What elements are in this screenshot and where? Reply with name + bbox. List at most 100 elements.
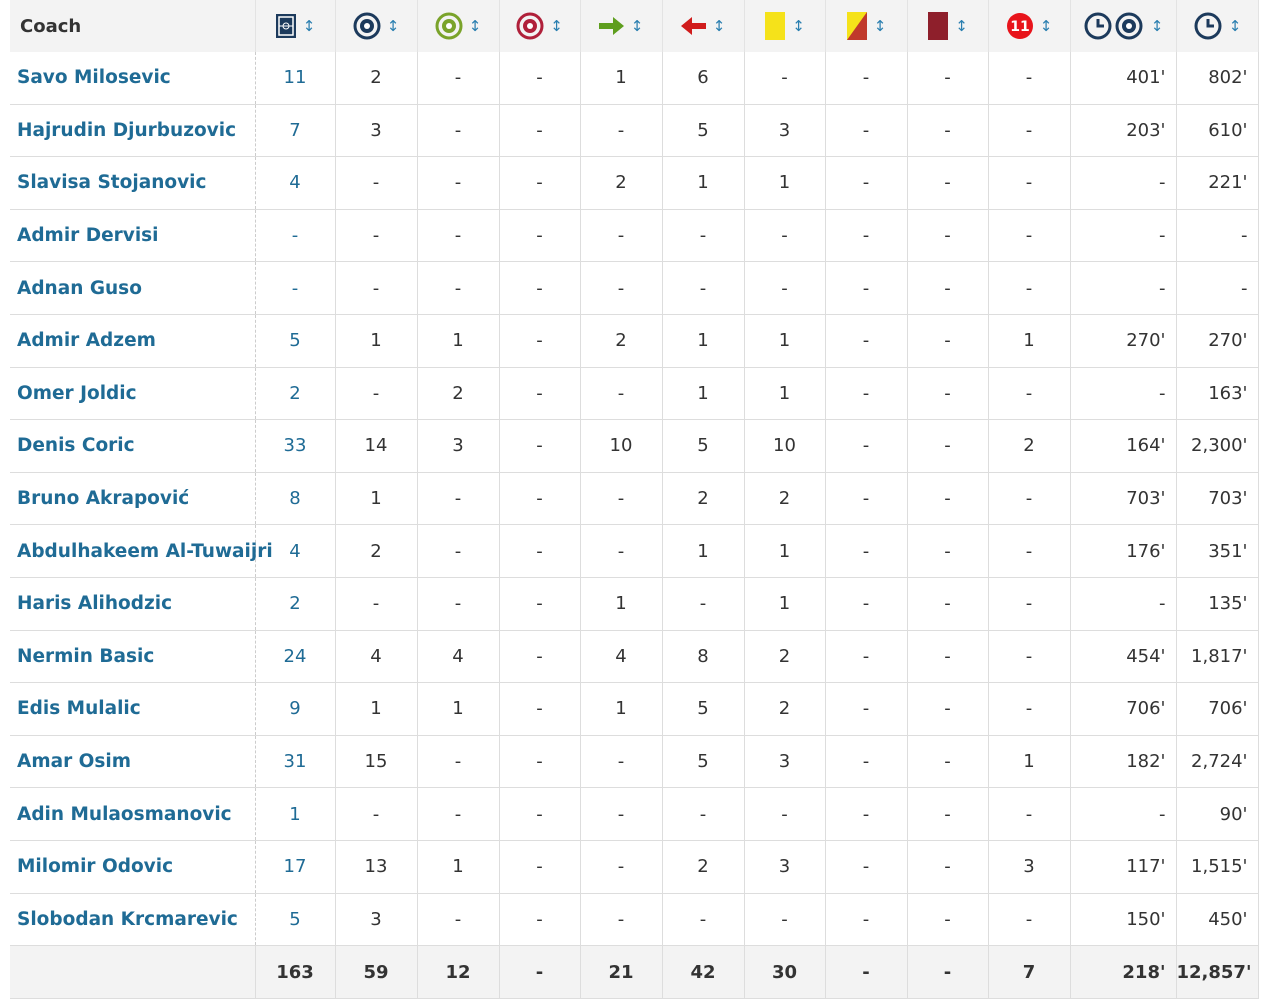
penalty-icon: 11 bbox=[1006, 13, 1033, 39]
stat-cell[interactable]: 4 bbox=[255, 156, 336, 210]
stat-cell[interactable]: 31 bbox=[255, 735, 336, 789]
sort-header[interactable]: ↕ bbox=[825, 0, 908, 52]
coach-name[interactable]: Hajrudin Djurbuzovic bbox=[10, 104, 256, 158]
sort-header[interactable]: ↕ bbox=[255, 0, 336, 52]
table-body: Savo Milosevic 11 2- -1 6- - - -401' 802' Hajrudi… bbox=[10, 52, 1259, 1000]
stat-cell: - bbox=[825, 682, 908, 736]
stat-cell: 3 bbox=[417, 419, 500, 473]
stat-cell: - bbox=[499, 367, 581, 421]
stat-cell[interactable]: 33 bbox=[255, 419, 336, 473]
player-row: Slavisa Stojanovic 4- - -2 1 1- - - -221' bbox=[10, 156, 1259, 210]
header-row: Coach ↕ ↕ ↕ ↕ ↕ ↕ ↕ ↕ ↕ 11 ↕ ↕ ↕ bbox=[10, 0, 1259, 52]
coach-name[interactable]: Adnan Guso bbox=[10, 261, 256, 315]
stat-cell[interactable]: 2 bbox=[255, 367, 336, 421]
stat-cell: - bbox=[580, 840, 663, 894]
stat-cell: 1 bbox=[580, 577, 663, 631]
stat-cell: 1 bbox=[988, 735, 1071, 789]
totals-label bbox=[10, 945, 256, 1000]
total-cell: 12,857' bbox=[1176, 945, 1259, 1000]
total-cell: 12 bbox=[417, 945, 500, 1000]
sort-header[interactable]: ↕ bbox=[662, 0, 745, 52]
sort-header[interactable]: ↕ bbox=[907, 0, 989, 52]
coach-header[interactable]: Coach bbox=[10, 0, 256, 52]
coach-name[interactable]: Omer Joldic bbox=[10, 367, 256, 421]
stat-cell: 2 bbox=[417, 367, 500, 421]
stat-cell: 8 bbox=[662, 630, 745, 684]
stat-cell: - bbox=[417, 472, 500, 526]
stat-cell: - bbox=[335, 577, 418, 631]
stat-cell: 802' bbox=[1176, 52, 1259, 105]
stat-cell: 1 bbox=[744, 524, 826, 578]
coach-name[interactable]: Abdulhakeem Al-Tuwaijri bbox=[10, 524, 273, 578]
stat-cell[interactable]: 9 bbox=[255, 682, 336, 736]
coach-name[interactable]: Nermin Basic bbox=[10, 630, 256, 684]
stat-cell[interactable]: 5 bbox=[255, 893, 336, 947]
coach-name[interactable]: Bruno Akrapović bbox=[10, 472, 256, 526]
player-row: Savo Milosevic 11 2- -1 6- - - -401' 802' bbox=[10, 52, 1259, 105]
stat-cell[interactable]: 2 bbox=[255, 577, 336, 631]
stat-cell: 2 bbox=[662, 472, 745, 526]
stat-cell[interactable]: 24 bbox=[255, 630, 336, 684]
stat-cell: 4 bbox=[335, 630, 418, 684]
sort-header[interactable]: ↕ bbox=[1176, 0, 1259, 52]
coach-name[interactable]: Slobodan Krcmarevic bbox=[10, 893, 256, 947]
stat-cell: - bbox=[907, 314, 989, 368]
stat-cell[interactable]: 5 bbox=[255, 314, 336, 368]
stat-cell: 1 bbox=[662, 367, 745, 421]
stat-cell: - bbox=[744, 787, 826, 841]
player-row: Admir Dervisi - - - - - - - - - - - - bbox=[10, 209, 1259, 263]
sort-header[interactable]: ↕ bbox=[499, 0, 581, 52]
sort-header[interactable]: ↕ bbox=[417, 0, 500, 52]
stat-cell: - bbox=[1070, 367, 1177, 421]
stat-cell: 1 bbox=[417, 682, 500, 736]
stat-cell: 1 bbox=[335, 682, 418, 736]
coach-name[interactable]: Denis Coric bbox=[10, 419, 256, 473]
stat-cell[interactable]: - bbox=[255, 209, 336, 263]
stat-cell: 2,724' bbox=[1176, 735, 1259, 789]
sort-header[interactable]: ↕ bbox=[1070, 0, 1177, 52]
goal-icon bbox=[353, 12, 381, 40]
stat-cell: - bbox=[499, 735, 581, 789]
stat-cell[interactable]: 7 bbox=[255, 104, 336, 158]
coach-name[interactable]: Edis Mulalic bbox=[10, 682, 256, 736]
coach-name[interactable]: Admir Adzem bbox=[10, 314, 256, 368]
stat-cell: - bbox=[988, 577, 1071, 631]
sort-header[interactable]: ↕ bbox=[335, 0, 418, 52]
sort-header[interactable]: 11 ↕ bbox=[988, 0, 1071, 52]
coach-name[interactable]: Adin Mulaosmanovic bbox=[10, 787, 256, 841]
stat-cell: 1 bbox=[417, 840, 500, 894]
stat-cell[interactable]: 17 bbox=[255, 840, 336, 894]
stat-cell: - bbox=[335, 209, 418, 263]
stat-cell: - bbox=[907, 419, 989, 473]
stat-cell: - bbox=[988, 682, 1071, 736]
stat-cell: - bbox=[580, 261, 663, 315]
player-row: Admir Adzem 5 1 1-2 1 1- -1 270' 270' bbox=[10, 314, 1259, 368]
stat-cell: - bbox=[417, 156, 500, 210]
stat-cell: - bbox=[499, 52, 581, 105]
coach-name[interactable]: Slavisa Stojanovic bbox=[10, 156, 256, 210]
stat-cell[interactable]: 8 bbox=[255, 472, 336, 526]
coach-name[interactable]: Amar Osim bbox=[10, 735, 256, 789]
coach-name[interactable]: Savo Milosevic bbox=[10, 52, 256, 105]
total-cell: 30 bbox=[744, 945, 826, 1000]
coach-name[interactable]: Admir Dervisi bbox=[10, 209, 256, 263]
stat-cell[interactable]: 4 bbox=[255, 524, 336, 578]
stat-cell: 10 bbox=[744, 419, 826, 473]
stat-cell: - bbox=[417, 787, 500, 841]
coach-name[interactable]: Milomir Odovic bbox=[10, 840, 256, 894]
yellow-card-icon bbox=[765, 12, 786, 40]
stat-cell[interactable]: 1 bbox=[255, 787, 336, 841]
sort-header[interactable]: ↕ bbox=[744, 0, 826, 52]
stat-cell: - bbox=[417, 524, 500, 578]
stat-cell: 135' bbox=[1176, 577, 1259, 631]
stat-cell[interactable]: 11 bbox=[255, 52, 336, 105]
stat-cell[interactable]: - bbox=[255, 261, 336, 315]
stat-cell: - bbox=[825, 630, 908, 684]
sort-header[interactable]: ↕ bbox=[580, 0, 663, 52]
coach-name[interactable]: Haris Alihodzic bbox=[10, 577, 256, 631]
player-row: Adin Mulaosmanovic 1- - - - - - - - - -90' bbox=[10, 787, 1259, 841]
stat-cell: - bbox=[825, 787, 908, 841]
stat-cell: 1 bbox=[988, 314, 1071, 368]
stat-cell: - bbox=[825, 314, 908, 368]
